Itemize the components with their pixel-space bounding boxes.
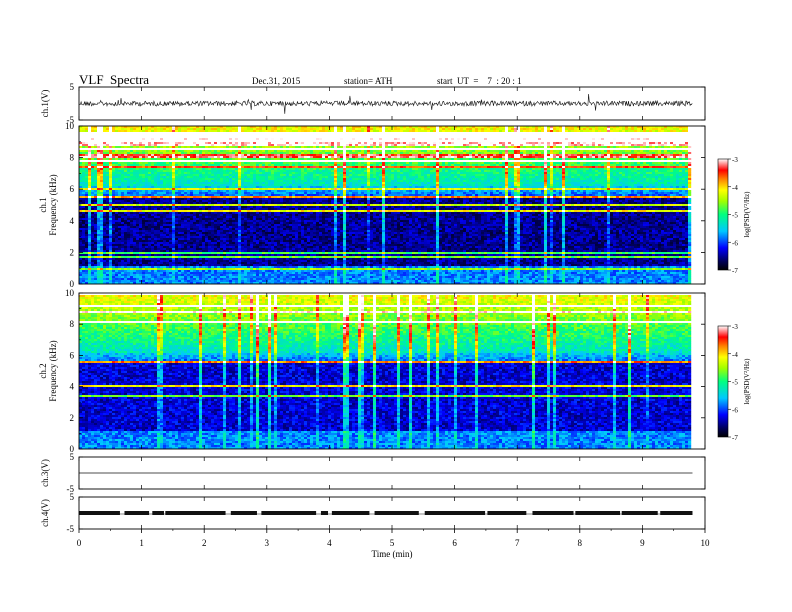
x-tick-label: 10 [701,538,711,548]
panel-3: 0 2 4 6 8 10 -3 -4 -5 -6 -7 log(PSD(V²/Hz) [65,288,751,454]
y-tick-label: 8 [70,319,75,329]
panel-2: 0 2 4 6 8 10 -3 -4 -5 -6 -7 log(PSD(V²/Hz) [65,121,751,289]
station-label: station= ATH [344,76,392,86]
colorbar-tick-label: -7 [732,434,738,442]
y-tick-label: 0 [70,444,75,454]
colorbar [717,325,729,438]
colorbar-tick-label: -4 [732,351,738,359]
ch1-waveform [78,93,693,114]
ch4-pulse [575,511,621,515]
ch4-pulse [424,511,486,515]
ch4-pulse [165,511,226,515]
channel-label: ch.3(V) [40,459,50,487]
colorbar-tick-label: -6 [732,406,738,414]
ch4-pulse [532,511,574,515]
x-axis-label: Time (min) [372,549,413,559]
y-tick-label: -5 [67,524,75,534]
x-tick-label: 0 [77,538,82,548]
y-tick-label: 10 [65,121,75,131]
colorbar-label: log(PSD(V²/Hz) [743,358,751,405]
colorbar-tick-label: -5 [732,379,738,387]
colorbar [717,158,729,271]
colorbar-tick-label: -7 [732,267,738,275]
colorbar-tick-label: -3 [732,323,738,331]
channel-label: ch.2 [38,363,48,378]
panel-1: 5 -5 [67,82,706,125]
x-tick-label: 9 [640,538,645,548]
date-label: Dec.31, 2015 [252,76,300,86]
x-tick-label: 8 [578,538,583,548]
ch4-pulse [79,511,120,515]
ch4-pulse [487,511,527,515]
spectrogram-ch1 [79,126,692,285]
x-tick-label: 5 [390,538,395,548]
ch4-waveform [79,511,693,515]
x-tick-label: 6 [452,538,457,548]
y-axis-label: Frequency (kHz) [48,340,58,401]
ch4-pulse [152,511,164,515]
x-tick-label: 4 [327,538,332,548]
panel-5: 5 -5 [67,492,706,534]
y-tick-label: 2 [70,247,75,257]
panel-4: 5 -5 [67,452,706,494]
y-axis-label: Frequency (kHz) [48,174,58,235]
y-tick-label: 6 [70,184,75,194]
ch4-pulse [660,511,693,515]
colorbar-tick-label: -6 [732,239,738,247]
y-tick-label: 4 [70,382,75,392]
y-tick-label: 5 [70,452,75,462]
ch4-pulse [124,511,150,515]
ch4-pulse [374,511,419,515]
ch4-pulse [320,511,329,515]
colorbar-tick-label: -4 [732,184,738,192]
y-tick-label: 10 [65,288,75,298]
colorbar-label: log(PSD(V²/Hz) [743,191,751,238]
spectrogram-ch2 [79,293,692,450]
x-tick-label: 3 [265,538,270,548]
channel-label: ch.1 [38,197,48,212]
y-tick-label: 5 [70,492,75,502]
x-tick-label: 7 [515,538,520,548]
y-tick-label: -5 [67,484,75,494]
channel-label: ch.1(V) [40,90,50,118]
ch4-pulse [230,511,257,515]
ch4-pulse [261,511,317,515]
colorbar-tick-label: -5 [732,212,738,220]
y-tick-label: 5 [70,82,75,92]
y-tick-label: 6 [70,350,75,360]
start-time-label: start UT = 7 : 20 : 1 [437,76,522,86]
channel-label: ch.4(V) [40,499,50,527]
ch4-pulse [621,511,658,515]
y-tick-label: 8 [70,153,75,163]
x-tick-label: 2 [202,538,207,548]
ch4-pulse [331,511,370,515]
x-tick-label: 1 [139,538,144,548]
colorbar-tick-label: -3 [732,156,738,164]
y-tick-label: 2 [70,413,75,423]
y-tick-label: 0 [70,279,75,289]
y-tick-label: -5 [67,115,75,125]
y-tick-label: 4 [70,216,75,226]
chart-title: VLF Spectra [79,72,149,88]
